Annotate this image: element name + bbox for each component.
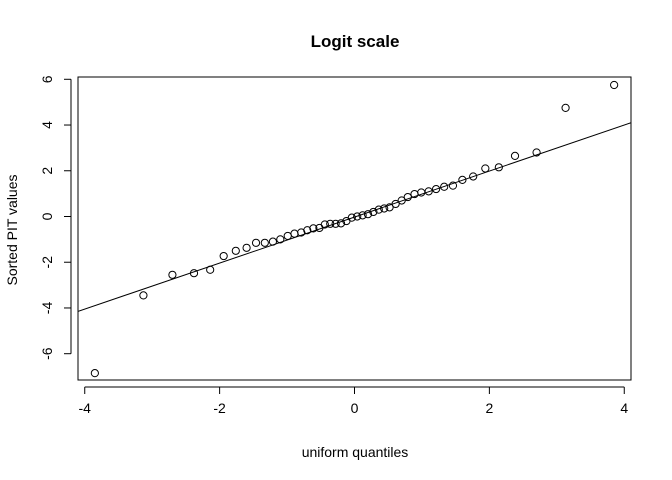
data-point — [331, 219, 340, 228]
data-point — [168, 270, 177, 279]
data-point — [374, 205, 383, 214]
data-point — [309, 224, 318, 233]
y-tick-label: -6 — [39, 347, 55, 360]
data-point — [610, 80, 619, 90]
data-point — [219, 251, 228, 261]
data-point — [369, 207, 378, 217]
data-point — [276, 235, 285, 244]
data-point — [510, 151, 520, 160]
data-point — [432, 184, 441, 194]
chart-title: Logit scale — [311, 32, 400, 51]
data-point — [532, 148, 541, 157]
data-point — [385, 203, 394, 212]
data-point — [290, 229, 299, 238]
data-point — [283, 231, 292, 241]
x-axis: -4 -2 0 2 4 — [79, 386, 628, 416]
data-point — [481, 164, 490, 173]
data-point — [189, 269, 199, 278]
data-point — [90, 369, 99, 378]
data-point — [458, 175, 467, 185]
data-point — [363, 210, 373, 219]
data-point — [417, 188, 426, 197]
data-point — [268, 237, 277, 246]
x-tick-label: -2 — [213, 400, 226, 416]
data-point — [347, 213, 356, 222]
plot-frame — [77, 76, 632, 381]
data-point — [403, 192, 412, 202]
data-point — [448, 181, 458, 190]
data-point — [336, 219, 346, 228]
data-point — [391, 199, 400, 209]
data-point — [397, 196, 406, 205]
data-point — [139, 291, 148, 300]
data-point — [358, 211, 367, 220]
y-axis: -6 -4 -2 0 2 4 6 — [39, 75, 72, 360]
y-tick-label: 4 — [39, 121, 55, 129]
x-tick-label: 0 — [351, 400, 359, 416]
data-point — [561, 103, 570, 112]
data-point — [231, 246, 240, 255]
data-point — [242, 243, 251, 252]
data-point — [469, 172, 478, 181]
data-point — [260, 238, 269, 247]
x-axis-label: uniform quantiles — [302, 444, 409, 460]
y-tick-label: 0 — [39, 212, 55, 220]
y-tick-label: 6 — [39, 75, 55, 83]
data-point — [320, 220, 329, 229]
data-point — [326, 219, 335, 228]
data-point — [494, 163, 503, 172]
data-point — [424, 187, 433, 196]
points-group — [90, 80, 619, 378]
data-point — [303, 226, 312, 235]
y-tick-label: -2 — [39, 256, 55, 269]
data-point — [440, 182, 449, 191]
plot-area — [78, 122, 631, 312]
x-tick-label: 4 — [620, 400, 628, 416]
x-tick-label: 2 — [485, 400, 493, 416]
y-axis-label: Sorted PIT values — [4, 174, 20, 285]
data-point — [353, 212, 362, 221]
y-tick-label: 2 — [39, 167, 55, 175]
reference-line — [78, 122, 631, 312]
data-point — [206, 265, 215, 274]
y-tick-label: -4 — [39, 302, 55, 315]
data-point — [251, 238, 261, 247]
data-point — [380, 204, 389, 213]
x-tick-label: -4 — [79, 400, 92, 416]
